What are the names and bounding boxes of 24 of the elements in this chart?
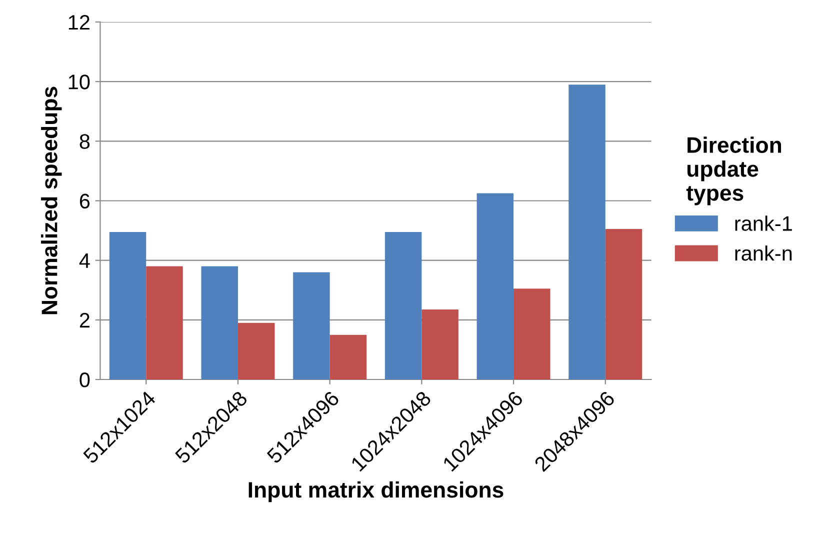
bar: [514, 288, 550, 380]
bar: [330, 334, 367, 380]
legend-label: rank-n: [735, 245, 792, 261]
legend-title: Direction update types: [686, 136, 782, 206]
y-tick-label: 8: [80, 134, 90, 149]
x-axis-title: Input matrix dimensions: [248, 481, 504, 502]
bar: [293, 272, 330, 380]
bar: [476, 193, 514, 380]
legend-label: rank-1: [735, 216, 792, 231]
bar: [201, 266, 238, 380]
bar: [605, 229, 642, 380]
bar: [109, 232, 146, 380]
y-tick-label: 4: [79, 254, 90, 268]
bar: [422, 309, 458, 380]
bar: [238, 322, 275, 380]
y-tick-label: 6: [80, 194, 90, 209]
y-tick-label: 2: [80, 312, 90, 328]
bar: [568, 84, 606, 380]
bar: [146, 266, 183, 380]
y-axis-title: Normalized speedups: [41, 86, 62, 314]
y-tick-label: 10: [68, 74, 90, 90]
y-tick-label: 12: [68, 15, 90, 30]
y-tick-label: 0: [80, 372, 90, 388]
bar: [384, 232, 422, 380]
